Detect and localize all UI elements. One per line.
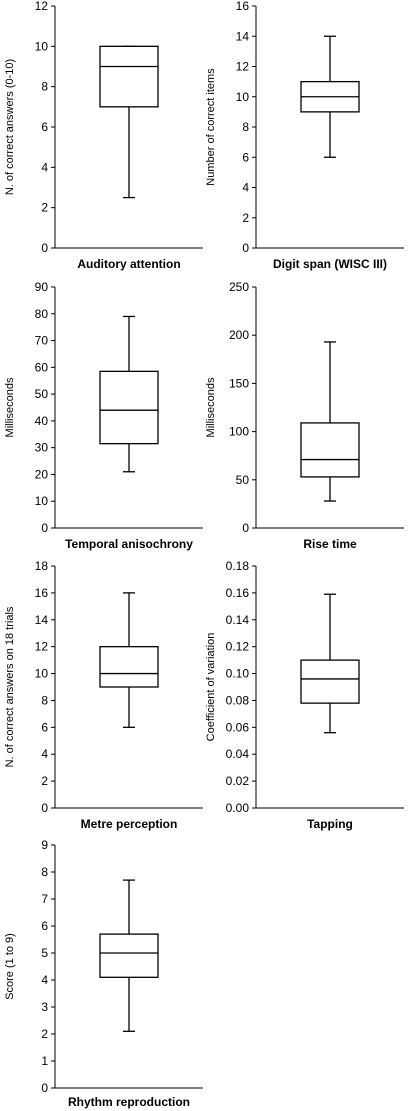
x-axis-label: Temporal anisochrony [65,537,193,551]
x-axis-label: Metre perception [81,817,178,831]
y-tick-label: 6 [41,120,48,134]
y-tick-label: 14 [236,29,250,43]
y-tick-label: 0.04 [226,747,250,761]
y-tick-label: 0.14 [226,613,250,627]
y-tick-label: 0 [41,801,48,815]
y-tick-label: 60 [35,360,49,374]
y-tick-label: 10 [236,90,250,104]
y-tick-label: 0.00 [226,801,250,815]
chart-panel-1: 0 2 4 6 8 10 12 N. of correct answers (0-10) Aud… [4,0,203,271]
y-tick-label: 12 [236,60,250,74]
y-tick-label: 30 [35,441,49,455]
y-axis-label: Score (1 to 9) [4,933,16,1000]
y-tick-label: 16 [35,586,49,600]
y-tick-label: 0.16 [226,586,250,600]
chart-panel-5: 0 2 4 6 8 10 12 14 16 18 N. of correct answers on … [4,559,203,831]
x-axis-label: Tapping [307,817,353,831]
y-tick-label: 10 [35,667,49,681]
y-tick-label: 0 [242,241,249,255]
y-tick-label: 150 [229,376,249,390]
y-tick-label: 20 [35,467,49,481]
chart-panel-3: 0 10 20 30 40 50 60 70 80 90 Milliseconds Temporal … [4,280,203,551]
y-tick-label: 10 [35,494,49,508]
y-tick-label: 5 [41,946,48,960]
y-tick-label: 50 [35,387,49,401]
y-axis-label: Number of correct items [205,68,217,186]
y-tick-label: 0 [41,241,48,255]
y-tick-label: 0.06 [226,720,250,734]
iqr-box [99,933,159,978]
y-tick-label: 2 [242,211,249,225]
y-tick-label: 0 [41,521,48,535]
y-tick-label: 8 [242,120,249,134]
y-tick-label: 0.12 [226,640,250,654]
x-axis-label: Digit span (WISC III) [273,257,387,271]
y-tick-label: 0 [41,1081,48,1095]
chart-panel-6: 0.00 0.02 0.04 0.06 0.08 0.10 0.12 0.14 0.16 0.18… [205,559,404,831]
y-tick-label: 18 [35,559,49,573]
y-tick-label: 2 [41,201,48,215]
y-tick-label: 3 [41,1000,48,1014]
iqr-box [300,422,360,478]
y-tick-label: 4 [41,160,48,174]
y-tick-label: 4 [41,973,48,987]
y-tick-label: 6 [242,150,249,164]
y-tick-label: 0 [242,521,249,535]
y-tick-label: 9 [41,838,48,852]
y-tick-label: 2 [41,1027,48,1041]
y-tick-label: 0.08 [226,693,250,707]
y-tick-label: 200 [229,328,249,342]
y-tick-label: 100 [229,425,249,439]
y-tick-label: 12 [35,640,49,654]
y-tick-label: 80 [35,307,49,321]
y-tick-label: 8 [41,80,48,94]
y-axis-label: N. of correct answers (0-10) [4,59,16,195]
y-tick-label: 250 [229,280,249,294]
y-tick-label: 12 [35,0,49,13]
y-tick-label: 2 [41,774,48,788]
y-tick-label: 1 [41,1054,48,1068]
y-tick-label: 90 [35,280,49,294]
y-tick-label: 40 [35,414,49,428]
x-axis-label: Rhythm reproduction [68,1095,190,1109]
iqr-box [99,646,159,688]
x-axis-label: Rise time [303,537,357,551]
y-axis-label: Milliseconds [205,377,217,437]
x-axis-label: Auditory attention [77,257,180,271]
y-tick-label: 0.18 [226,559,250,573]
iqr-box [300,659,360,704]
chart-panel-7: 0 1 2 3 4 5 6 7 8 9 Score (1 to 9) Rhythm reproduct… [4,838,203,1109]
y-tick-label: 8 [41,865,48,879]
iqr-box [99,45,159,108]
y-axis-label: Milliseconds [4,377,16,437]
y-tick-label: 7 [41,892,48,906]
y-tick-label: 10 [35,39,49,53]
y-tick-label: 50 [236,473,250,487]
y-tick-label: 6 [41,720,48,734]
y-tick-label: 14 [35,613,49,627]
y-tick-label: 70 [35,334,49,348]
y-axis-label: Coefficient of variation [205,633,217,742]
y-tick-label: 6 [41,919,48,933]
y-tick-label: 8 [41,693,48,707]
chart-panel-4: 0 50 100 150 200 250 Milliseconds Rise time [205,280,404,551]
chart-panel-2: 0 2 4 6 8 10 12 14 16 Number of correct items Digi… [205,0,404,271]
y-tick-label: 16 [236,0,250,13]
y-tick-label: 0.02 [226,774,250,788]
iqr-box [99,370,159,445]
y-tick-label: 4 [41,747,48,761]
y-tick-label: 0.10 [226,667,250,681]
y-tick-label: 4 [242,181,249,195]
y-axis-label: N. of correct answers on 18 trials [4,606,16,767]
